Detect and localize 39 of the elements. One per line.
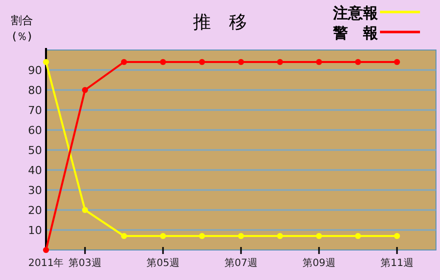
point [82, 207, 88, 213]
point [160, 59, 166, 65]
ylabel: 割合 (％) [11, 14, 33, 43]
y-tick-label: 50 [28, 144, 42, 157]
title: 推 移 [193, 12, 247, 33]
point [121, 59, 127, 65]
y-tick-label: 40 [28, 164, 42, 177]
x-tick-label: 第03週 [68, 257, 102, 269]
point [121, 233, 127, 239]
y-tick-label: 10 [28, 224, 42, 237]
point [394, 59, 400, 65]
point [43, 247, 49, 253]
point [394, 233, 400, 239]
point [238, 59, 244, 65]
x-tick-label: 第09週 [302, 257, 336, 269]
point [355, 233, 361, 239]
point [199, 59, 205, 65]
point [43, 59, 49, 65]
y-tick-label: 90 [28, 64, 42, 77]
y-tick-label: 20 [28, 204, 42, 217]
y-tick-label: 70 [28, 104, 42, 117]
x-tick-label: 第11週 [380, 257, 414, 269]
point [355, 59, 361, 65]
point [199, 233, 205, 239]
legend-label: 注意報 [332, 4, 379, 22]
x-tick-label: 第07週 [224, 257, 258, 269]
x-tick-label: 2011年 [28, 257, 64, 269]
point [316, 233, 322, 239]
point [316, 59, 322, 65]
point [277, 233, 283, 239]
point [82, 87, 88, 93]
y-tick-label: 30 [28, 184, 42, 197]
x-tick-label: 第05週 [146, 257, 180, 269]
y-tick-label: 60 [28, 124, 42, 137]
point [277, 59, 283, 65]
legend-label: 警 報 [332, 24, 379, 42]
point [160, 233, 166, 239]
y-tick-label: 80 [28, 84, 42, 97]
point [238, 233, 244, 239]
